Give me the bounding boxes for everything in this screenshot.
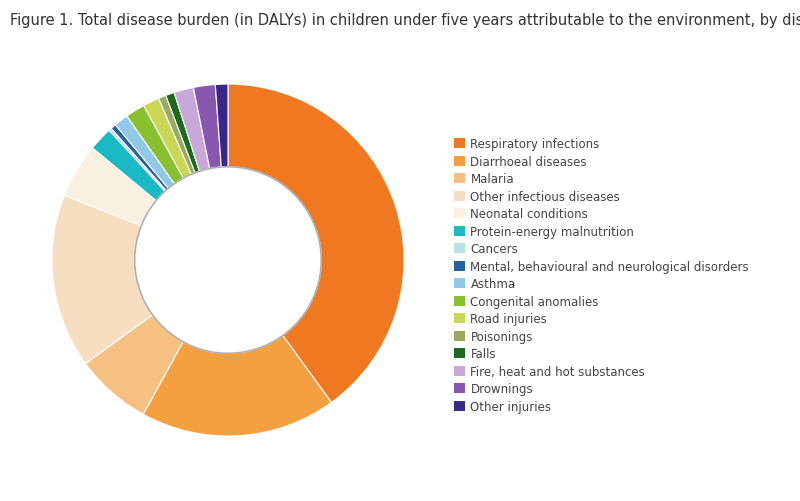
- Wedge shape: [92, 131, 165, 201]
- Wedge shape: [215, 85, 228, 168]
- Wedge shape: [166, 93, 199, 173]
- Wedge shape: [109, 129, 166, 192]
- Wedge shape: [64, 149, 156, 226]
- Wedge shape: [174, 88, 210, 172]
- Wedge shape: [144, 99, 191, 179]
- Wedge shape: [86, 315, 183, 414]
- Wedge shape: [52, 196, 153, 364]
- Wedge shape: [158, 96, 195, 175]
- Wedge shape: [228, 85, 404, 403]
- Wedge shape: [143, 336, 331, 436]
- Wedge shape: [111, 126, 168, 191]
- Wedge shape: [115, 117, 174, 189]
- Text: Figure 1. Total disease burden (in DALYs) in children under five years attributa: Figure 1. Total disease burden (in DALYs…: [10, 13, 800, 28]
- Legend: Respiratory infections, Diarrhoeal diseases, Malaria, Other infectious diseases,: Respiratory infections, Diarrhoeal disea…: [454, 138, 749, 413]
- Wedge shape: [126, 106, 183, 184]
- Wedge shape: [194, 85, 222, 169]
